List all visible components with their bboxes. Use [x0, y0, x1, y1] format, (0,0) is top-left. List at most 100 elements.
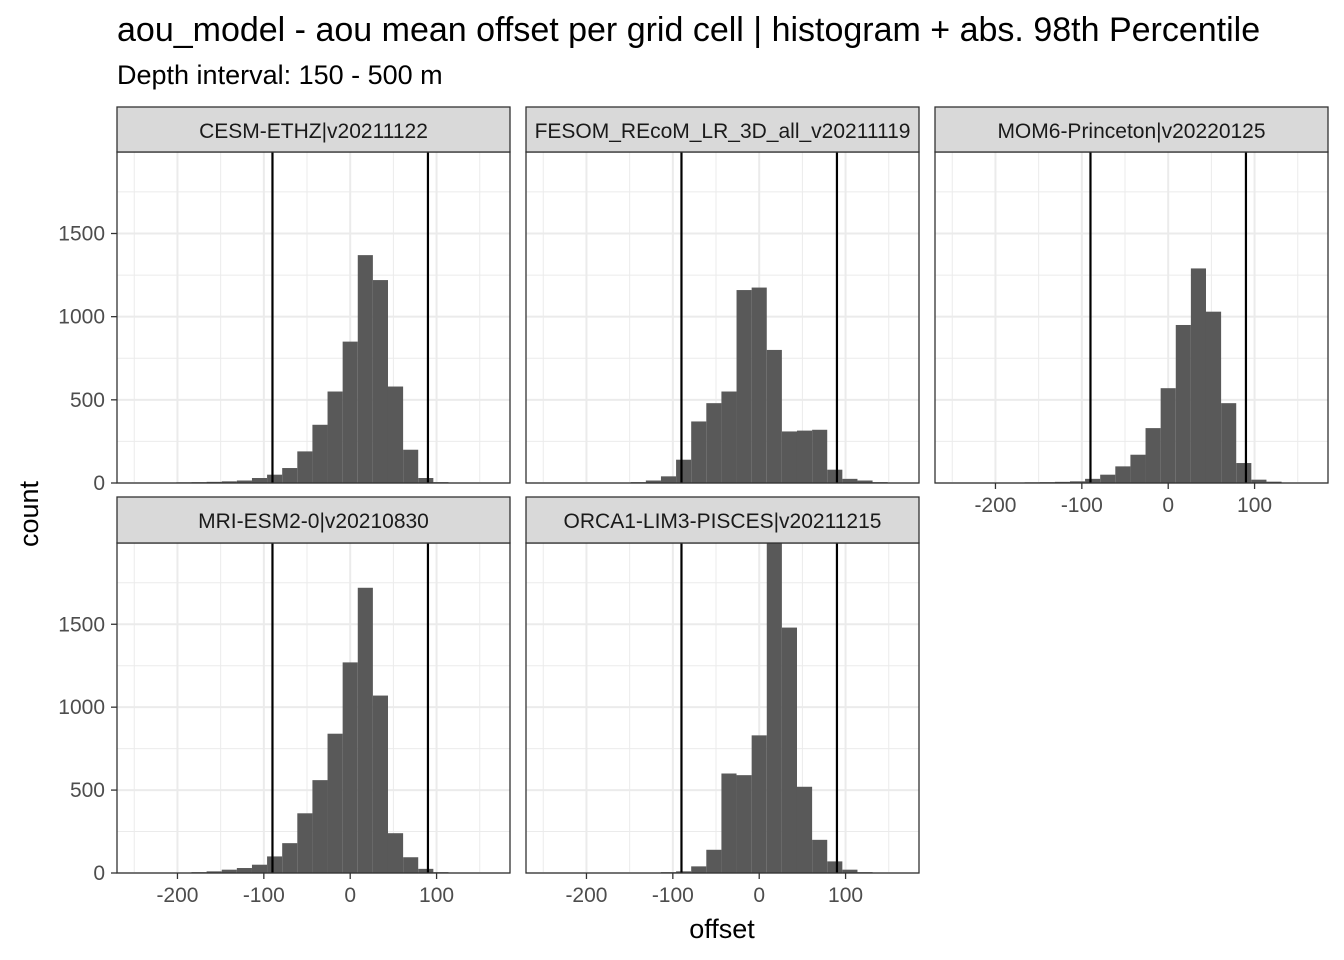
y-tick-label: 1000: [58, 306, 105, 329]
histogram-bar: [342, 341, 358, 483]
histogram-bar: [403, 449, 419, 483]
y-tick-label: 500: [70, 389, 105, 412]
histogram-bar: [857, 480, 873, 483]
histogram-bar: [236, 480, 252, 483]
histogram-bar: [1266, 481, 1282, 483]
histogram-bar: [1251, 479, 1267, 483]
facet-strip: [934, 106, 1329, 153]
histogram-bar: [297, 451, 313, 483]
histogram-bar: [1175, 324, 1191, 483]
histogram-bar: [221, 869, 237, 873]
x-axis-title: offset: [689, 914, 755, 944]
histogram-bar: [1145, 428, 1161, 483]
x-tick-label: 0: [344, 884, 356, 907]
facet-strip-label: MOM6-Princeton|v20220125: [997, 120, 1265, 143]
histogram-bar: [1100, 474, 1116, 483]
facet-panel: CESM-ETHZ|v20211122 0 500 1000 1500: [58, 106, 511, 495]
histogram-bar: [1085, 478, 1101, 483]
histogram-bar: [691, 421, 707, 483]
histogram-bar: [691, 866, 707, 873]
histogram-bar: [827, 861, 843, 873]
histogram-bar: [766, 543, 782, 873]
histogram-bar: [751, 735, 767, 873]
histogram-bar: [1115, 466, 1131, 483]
histogram-bar: [403, 857, 419, 873]
histogram-bar: [387, 386, 404, 483]
histogram-bar: [796, 786, 813, 873]
facet-panel: FESOM_REcoM_LR_3D_all_v20211119: [525, 106, 920, 484]
histogram-bar: [736, 290, 752, 483]
histogram-bar: [418, 478, 434, 483]
facet-strip: [525, 106, 920, 153]
histogram-bar: [236, 868, 252, 873]
histogram-bar: [766, 349, 782, 483]
histogram-bar: [645, 480, 661, 483]
histogram-bar: [342, 662, 358, 873]
histogram-bar: [721, 391, 737, 483]
histogram-bar: [751, 287, 767, 483]
histogram-bar: [721, 773, 737, 873]
y-tick-label: 0: [93, 472, 105, 495]
x-tick-label: -100: [243, 884, 285, 907]
histogram-bar: [676, 459, 692, 483]
histogram-bar: [827, 469, 843, 483]
chart-subtitle: Depth interval: 150 - 500 m: [117, 60, 443, 90]
histogram-bar: [282, 843, 298, 873]
y-tick-label: 500: [70, 779, 105, 802]
facet-strip: [525, 496, 920, 544]
histogram-bar: [251, 864, 268, 873]
histogram-bar: [842, 869, 858, 873]
histogram-bar: [781, 627, 797, 873]
histogram-bar: [267, 856, 283, 873]
histogram-bar: [297, 813, 313, 873]
histogram-bar: [221, 481, 237, 483]
x-tick-label: 100: [1237, 494, 1272, 517]
x-tick-label: 100: [828, 884, 863, 907]
x-tick-label: -200: [565, 884, 607, 907]
facet-strip-label: MRI-ESM2-0|v20210830: [198, 510, 429, 533]
facet-panel: ORCA1-LIM3-PISCES|v20211215 -200 -100 0 100: [525, 496, 920, 907]
histogram-bar: [282, 468, 298, 483]
x-tick-label: -200: [974, 494, 1016, 517]
histogram-bar: [812, 839, 828, 873]
histogram-bar: [706, 849, 722, 873]
x-tick-label: 0: [1162, 494, 1174, 517]
histogram-bar: [812, 429, 828, 483]
histogram-bar: [267, 474, 283, 483]
x-tick-label: 100: [419, 884, 454, 907]
histogram-bar: [1069, 481, 1086, 483]
histogram-bar: [1190, 268, 1206, 483]
histogram-bar: [796, 430, 813, 483]
facet-strip-label: ORCA1-LIM3-PISCES|v20211215: [564, 510, 882, 533]
histogram-bar: [781, 431, 797, 483]
histogram-bar: [676, 871, 692, 873]
histogram-bar: [387, 833, 404, 873]
facet-strip-label: FESOM_REcoM_LR_3D_all_v20211119: [535, 120, 911, 143]
histogram-bar: [660, 476, 677, 483]
histogram-bar: [372, 280, 388, 483]
facet-panel: MOM6-Princeton|v20220125 -200 -100 0 100: [934, 106, 1329, 517]
histogram-bar: [357, 587, 373, 873]
histogram-bar: [372, 695, 388, 873]
histogram-bar: [736, 775, 752, 873]
facet-strip: [116, 106, 511, 153]
chart-title: aou_model - aou mean offset per grid cel…: [117, 11, 1260, 49]
histogram-bar: [842, 478, 858, 483]
histogram-bar: [418, 868, 434, 873]
histogram-bar: [1236, 463, 1252, 483]
histogram-bar: [1160, 388, 1176, 483]
histogram-bar: [1221, 403, 1237, 483]
histogram-bar: [1205, 311, 1222, 483]
histogram-bar: [327, 391, 343, 483]
y-axis-title: count: [14, 480, 44, 547]
y-tick-label: 1000: [58, 696, 105, 719]
histogram-bar: [312, 424, 328, 483]
y-tick-label: 1500: [58, 613, 105, 636]
histogram-bar: [206, 871, 222, 873]
y-tick-label: 1500: [58, 223, 105, 246]
facet-strip: [116, 496, 511, 544]
x-tick-label: -200: [156, 884, 198, 907]
facet-panel: MRI-ESM2-0|v20210830 0 500 1000 1500 -200 -100…: [58, 496, 511, 907]
histogram-bar: [357, 255, 373, 483]
